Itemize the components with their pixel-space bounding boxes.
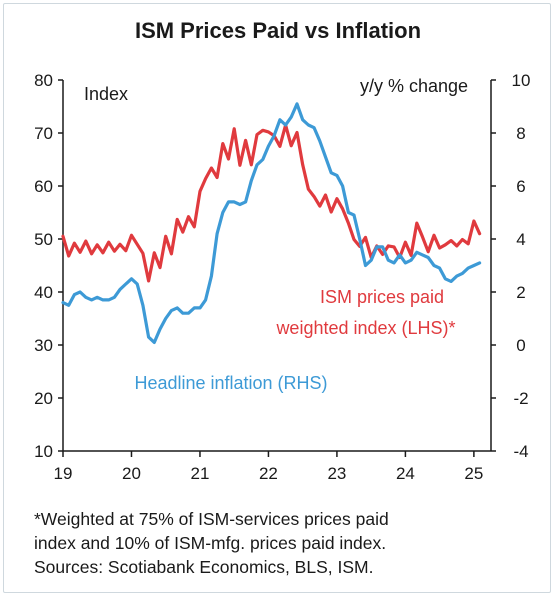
left-tick-label: 10: [34, 442, 53, 461]
left-tick-label: 70: [34, 124, 53, 143]
headline-inflation-line: [61, 102, 482, 344]
right-tick-label: 0: [516, 336, 525, 355]
right-tick-label: 10: [512, 71, 531, 90]
x-tick-label: 19: [54, 464, 73, 483]
ism-series-label: weighted index (LHS)*: [275, 318, 455, 338]
inflation-series-label: Headline inflation (RHS): [134, 373, 327, 393]
ism-prices-paid-line: [61, 123, 482, 283]
series-annotations: ISM prices paid weighted index (LHS)* Head…: [134, 287, 455, 393]
left-tick-label: 60: [34, 177, 53, 196]
x-tick-label: 24: [396, 464, 415, 483]
left-tick-label: 30: [34, 336, 53, 355]
ism-series-label: ISM prices paid: [320, 287, 444, 307]
footnote-line-3: Sources: Scotiabank Economics, BLS, ISM.: [34, 557, 374, 577]
x-tick-label: 25: [464, 464, 483, 483]
x-tick-label: 23: [327, 464, 346, 483]
left-tick-label: 80: [34, 71, 53, 90]
left-axis-label: Index: [84, 84, 128, 104]
x-tick-label: 22: [259, 464, 278, 483]
right-axis-label: y/y % change: [360, 76, 468, 96]
right-tick-label: 4: [516, 230, 525, 249]
right-tick-label: 8: [516, 124, 525, 143]
right-tick-label: -4: [513, 442, 528, 461]
right-tick-label: -2: [513, 389, 528, 408]
left-tick-label: 40: [34, 283, 53, 302]
series-layer: [61, 102, 482, 344]
left-tick-label: 50: [34, 230, 53, 249]
footnote-line-1: *Weighted at 75% of ISM-services prices …: [34, 509, 389, 529]
right-tick-label: 2: [516, 283, 525, 302]
x-tick-label: 21: [190, 464, 209, 483]
chart-title: ISM Prices Paid vs Inflation: [135, 18, 421, 43]
footnote-line-2: index and 10% of ISM-mfg. prices paid in…: [34, 533, 387, 553]
right-tick-label: 6: [516, 177, 525, 196]
left-tick-label: 20: [34, 389, 53, 408]
x-tick-label: 20: [122, 464, 141, 483]
footnote: *Weighted at 75% of ISM-services prices …: [34, 507, 544, 579]
